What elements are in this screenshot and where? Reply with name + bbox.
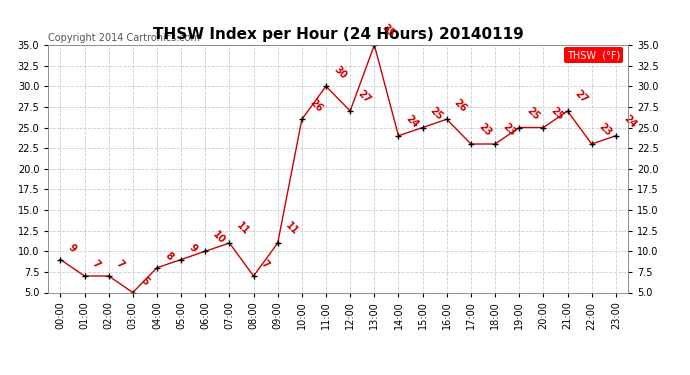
Text: 23: 23 — [477, 122, 493, 138]
Text: 7: 7 — [90, 259, 102, 270]
Text: 35: 35 — [380, 23, 397, 39]
Text: 24: 24 — [404, 114, 421, 130]
Text: 23: 23 — [598, 122, 614, 138]
Text: 23: 23 — [501, 122, 518, 138]
Text: 25: 25 — [549, 105, 566, 122]
Text: 11: 11 — [284, 221, 300, 237]
Text: 24: 24 — [622, 114, 638, 130]
Title: THSW Index per Hour (24 Hours) 20140119: THSW Index per Hour (24 Hours) 20140119 — [152, 27, 524, 42]
Text: 26: 26 — [453, 97, 469, 114]
Text: 7: 7 — [115, 259, 126, 270]
Text: 9: 9 — [66, 242, 78, 254]
Text: 25: 25 — [428, 105, 445, 122]
Text: 9: 9 — [187, 242, 199, 254]
Text: 27: 27 — [356, 89, 373, 105]
Text: 11: 11 — [235, 221, 252, 237]
Text: 27: 27 — [573, 89, 590, 105]
Legend: THSW  (°F): THSW (°F) — [564, 47, 623, 63]
Text: 7: 7 — [259, 259, 271, 270]
Text: 8: 8 — [163, 250, 175, 262]
Text: 10: 10 — [211, 229, 228, 246]
Text: 26: 26 — [308, 97, 324, 114]
Text: Copyright 2014 Cartronics.com: Copyright 2014 Cartronics.com — [48, 33, 200, 42]
Text: 25: 25 — [525, 105, 542, 122]
Text: 30: 30 — [332, 64, 348, 81]
Text: 5: 5 — [139, 275, 150, 287]
